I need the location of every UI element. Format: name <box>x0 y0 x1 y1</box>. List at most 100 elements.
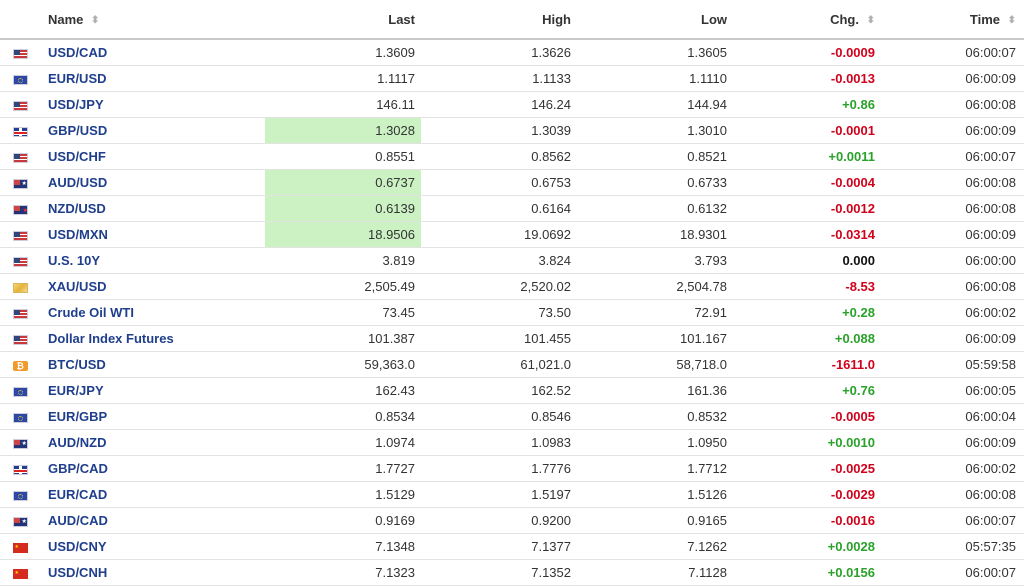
instrument-link[interactable]: NZD/USD <box>48 201 106 216</box>
instrument-link[interactable]: USD/CAD <box>48 45 108 60</box>
table-row: U.S. 10Y 3.819 3.824 3.793 0.000 06:00:0… <box>0 247 1024 274</box>
instrument-link[interactable]: USD/CNY <box>48 539 107 554</box>
instrument-link[interactable]: EUR/JPY <box>48 383 104 398</box>
low-cell: 1.1110 <box>577 65 733 92</box>
sort-arrows-icon[interactable]: ⬍ <box>1007 14 1016 26</box>
instrument-link[interactable]: XAU/USD <box>48 279 107 294</box>
instrument-link[interactable]: AUD/CAD <box>48 513 108 528</box>
instrument-link[interactable]: EUR/CAD <box>48 487 108 502</box>
high-cell: 1.7776 <box>421 455 577 482</box>
high-cell: 0.9200 <box>421 507 577 534</box>
header-low-label: Low <box>701 11 727 27</box>
header-chg[interactable]: Chg. ⬍ <box>733 0 881 40</box>
flag-cell <box>0 143 40 170</box>
header-low[interactable]: Low <box>577 0 733 40</box>
clock-cell <box>1022 299 1024 326</box>
instrument-link[interactable]: AUD/USD <box>48 175 108 190</box>
low-cell: 1.0950 <box>577 429 733 456</box>
last-cell: 7.1348 <box>265 533 421 560</box>
instrument-link[interactable]: GBP/CAD <box>48 461 108 476</box>
table-row: USD/CHF 0.8551 0.8562 0.8521 +0.0011 06:… <box>0 143 1024 170</box>
high-cell: 0.6753 <box>421 169 577 196</box>
instrument-link[interactable]: U.S. 10Y <box>48 253 101 268</box>
name-cell: USD/MXN <box>40 221 265 248</box>
table-row: EUR/JPY 162.43 162.52 161.36 +0.76 06:00… <box>0 377 1024 404</box>
flag-cell <box>0 39 40 66</box>
instrument-link[interactable]: USD/CNH <box>48 565 108 580</box>
low-cell: 0.8521 <box>577 143 733 170</box>
last-cell: 59,363.0 <box>265 351 421 378</box>
flag-icon <box>12 568 28 579</box>
change-cell: +0.088 <box>733 325 881 352</box>
time-cell: 06:00:07 <box>881 143 1022 170</box>
table-row: USD/CNY 7.1348 7.1377 7.1262 +0.0028 05:… <box>0 533 1024 560</box>
low-cell: 0.6132 <box>577 195 733 222</box>
table-row: Crude Oil WTI 73.45 73.50 72.91 +0.28 06… <box>0 299 1024 326</box>
instrument-link[interactable]: BTC/USD <box>48 357 106 372</box>
flag-cell <box>0 117 40 144</box>
name-cell: AUD/NZD <box>40 429 265 456</box>
high-cell: 2,520.02 <box>421 273 577 300</box>
flag-icon <box>12 178 28 189</box>
instrument-link[interactable]: Dollar Index Futures <box>48 331 174 346</box>
instrument-link[interactable]: Crude Oil WTI <box>48 305 134 320</box>
clock-cell <box>1022 455 1024 482</box>
time-cell: 06:00:08 <box>881 273 1022 300</box>
clock-cell <box>1022 169 1024 196</box>
sort-arrows-icon[interactable]: ⬍ <box>866 14 875 26</box>
instrument-link[interactable]: USD/CHF <box>48 149 106 164</box>
flag-icon <box>12 48 28 59</box>
flag-cell <box>0 195 40 222</box>
flag-icon <box>12 256 28 267</box>
flag-icon <box>12 412 28 423</box>
table-row: AUD/NZD 1.0974 1.0983 1.0950 +0.0010 06:… <box>0 429 1024 456</box>
change-cell: +0.0028 <box>733 533 881 560</box>
high-cell: 73.50 <box>421 299 577 326</box>
table-row: BTC/USD 59,363.0 61,021.0 58,718.0 -1611… <box>0 351 1024 378</box>
change-cell: -0.0013 <box>733 65 881 92</box>
header-last-label: Last <box>388 11 415 27</box>
change-cell: -0.0005 <box>733 403 881 430</box>
instrument-link[interactable]: USD/MXN <box>48 227 108 242</box>
last-cell: 73.45 <box>265 299 421 326</box>
name-cell: Crude Oil WTI <box>40 299 265 326</box>
last-cell: 3.819 <box>265 247 421 274</box>
flag-icon <box>12 74 28 85</box>
flag-icon <box>12 230 28 241</box>
table-row: GBP/CAD 1.7727 1.7776 1.7712 -0.0025 06:… <box>0 455 1024 482</box>
change-cell: +0.28 <box>733 299 881 326</box>
instrument-link[interactable]: EUR/GBP <box>48 409 108 424</box>
high-cell: 1.3039 <box>421 117 577 144</box>
flag-icon <box>12 360 28 371</box>
header-last[interactable]: Last <box>265 0 421 40</box>
last-cell: 0.6139 <box>265 195 421 222</box>
header-high[interactable]: High <box>421 0 577 40</box>
sort-arrows-icon[interactable]: ⬍ <box>91 14 100 26</box>
last-cell: 1.3028 <box>265 117 421 144</box>
flag-icon <box>12 516 28 527</box>
time-cell: 06:00:09 <box>881 221 1022 248</box>
high-cell: 7.1352 <box>421 559 577 586</box>
time-cell: 05:59:58 <box>881 351 1022 378</box>
flag-cell <box>0 91 40 118</box>
instrument-link[interactable]: USD/JPY <box>48 97 104 112</box>
low-cell: 58,718.0 <box>577 351 733 378</box>
clock-cell <box>1022 403 1024 430</box>
flag-cell <box>0 273 40 300</box>
header-time[interactable]: Time ⬍ <box>881 0 1022 40</box>
low-cell: 0.9165 <box>577 507 733 534</box>
instrument-link[interactable]: AUD/NZD <box>48 435 107 450</box>
clock-cell <box>1022 429 1024 456</box>
flag-cell <box>0 403 40 430</box>
time-cell: 06:00:08 <box>881 91 1022 118</box>
low-cell: 7.1128 <box>577 559 733 586</box>
flag-cell <box>0 299 40 326</box>
instrument-link[interactable]: GBP/USD <box>48 123 108 138</box>
time-cell: 06:00:07 <box>881 507 1022 534</box>
low-cell: 7.1262 <box>577 533 733 560</box>
header-name[interactable]: Name ⬍ <box>40 0 265 40</box>
low-cell: 0.6733 <box>577 169 733 196</box>
header-chg-label: Chg. <box>830 11 859 27</box>
flag-cell <box>0 533 40 560</box>
instrument-link[interactable]: EUR/USD <box>48 71 107 86</box>
